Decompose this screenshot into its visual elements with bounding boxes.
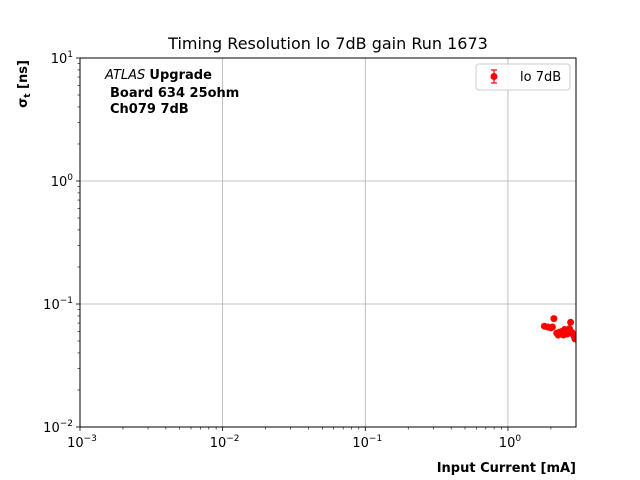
x-tick-label: 10−3 (67, 434, 97, 451)
data-point (567, 318, 575, 326)
y-axis-label-symbol: σ (16, 98, 31, 108)
annotation-atlas: ATLAS (104, 68, 145, 83)
atlas-annotation: ATLAS Upgrade Board 634 25ohm Ch079 7dB (104, 68, 239, 117)
x-tick-label: 10−1 (352, 434, 382, 451)
chart-title: Timing Resolution lo 7dB gain Run 1673 (167, 34, 488, 53)
annotation-channel: Ch079 7dB (110, 102, 189, 117)
y-tick-label: 10−1 (43, 296, 73, 313)
y-tick-label: 10−2 (43, 419, 73, 436)
y-axis-label-unit: [ns] (16, 60, 31, 93)
annotation-line-1: ATLAS Upgrade (104, 68, 212, 83)
x-tick-label: 10−2 (210, 434, 240, 451)
plot-frame (79, 57, 577, 428)
legend-label: lo 7dB (520, 70, 561, 85)
data-points (540, 315, 576, 343)
y-axis-label-subscript: t (23, 93, 33, 98)
annotation-upgrade: Upgrade (149, 68, 212, 83)
data-point (571, 335, 576, 343)
y-tick-label: 101 (51, 50, 73, 67)
annotation-board: Board 634 25ohm (110, 86, 239, 101)
x-tick-label: 100 (499, 434, 522, 451)
data-point (550, 315, 558, 323)
y-axis-label: σt [ns] (16, 60, 33, 108)
legend-box (475, 63, 571, 91)
y-tick-label: 100 (51, 173, 74, 190)
legend: lo 7dB (475, 63, 571, 91)
data-point (548, 323, 556, 331)
legend-marker (490, 73, 498, 80)
x-axis-label: Input Current [mA] (437, 461, 576, 476)
